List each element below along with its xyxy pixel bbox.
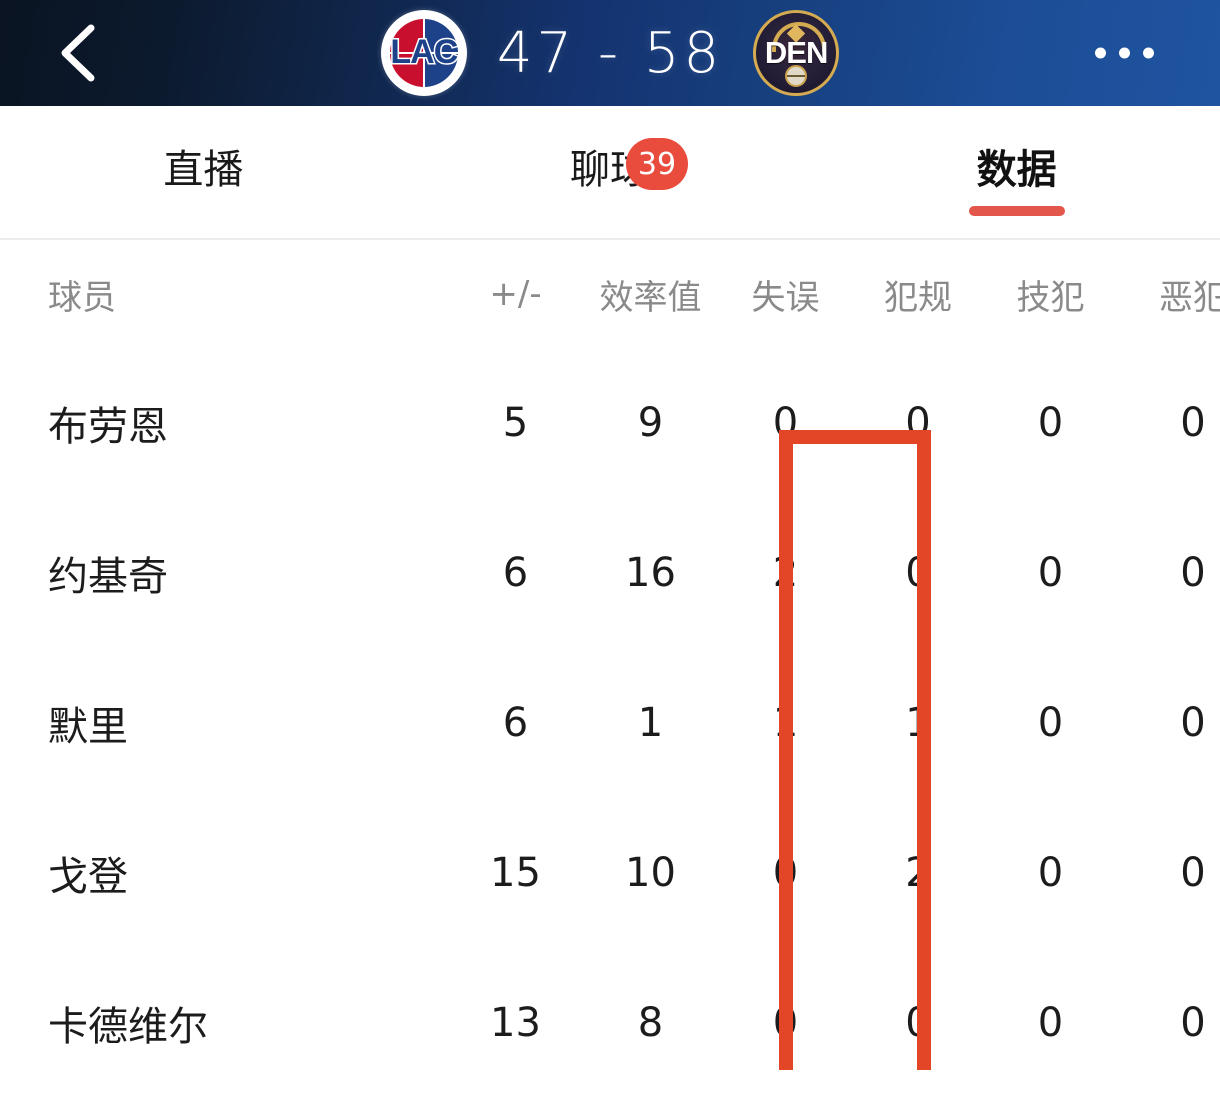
cell-player: 约基奇 <box>48 554 168 600</box>
cell-flagrant-fouls: 0 <box>1180 1000 1206 1046</box>
table-header-row: 球员 +/- 效率值 失误 犯规 技犯 恶犯 <box>0 240 1220 348</box>
cell-efficiency: 9 <box>637 400 664 446</box>
away-team-logo-den[interactable]: DEN <box>753 10 840 96</box>
header-technical-fouls[interactable]: 技犯 <box>1016 277 1085 318</box>
cell-technical-fouls: 0 <box>1037 1000 1064 1046</box>
back-button[interactable] <box>48 21 112 85</box>
cell-turnovers: 0 <box>772 1000 799 1046</box>
cell-plus-minus: 13 <box>490 1000 541 1046</box>
table-row[interactable]: 默里 6 1 1 1 0 0 <box>0 648 1220 798</box>
cell-efficiency: 1 <box>637 700 664 746</box>
cell-plus-minus: 6 <box>502 700 529 746</box>
cell-efficiency: 16 <box>625 550 676 596</box>
cell-technical-fouls: 0 <box>1037 700 1064 746</box>
cell-flagrant-fouls: 0 <box>1180 400 1206 446</box>
table-body: 布劳恩 5 9 0 0 0 0 约基奇 6 16 2 0 0 0 默里 6 1 <box>0 348 1220 1098</box>
table-header: 球员 +/- 效率值 失误 犯规 技犯 恶犯 <box>0 240 1220 348</box>
header-player[interactable]: 球员 <box>48 277 116 318</box>
cell-technical-fouls: 0 <box>1037 550 1064 596</box>
cell-plus-minus: 6 <box>502 550 529 596</box>
header-flagrant-fouls[interactable]: 恶犯 <box>1159 277 1220 318</box>
game-header: LAC 47 - 58 DEN <box>0 0 1220 106</box>
cell-flagrant-fouls: 0 <box>1180 700 1206 746</box>
cell-flagrant-fouls: 0 <box>1180 850 1206 896</box>
cell-turnovers: 0 <box>772 850 799 896</box>
cell-fouls: 0 <box>905 1000 931 1046</box>
tab-stats-label: 数据 <box>976 147 1057 193</box>
cell-fouls: 0 <box>905 400 931 446</box>
cell-turnovers: 1 <box>772 700 799 746</box>
chevron-left-icon <box>61 24 95 82</box>
cell-player: 默里 <box>48 704 128 750</box>
mini-basketball-graphic <box>785 65 808 87</box>
cell-technical-fouls: 0 <box>1037 850 1064 896</box>
cell-player: 卡德维尔 <box>48 1004 208 1050</box>
cell-technical-fouls: 0 <box>1037 400 1064 446</box>
tab-chat-badge: 39 <box>626 138 688 190</box>
player-stats-section: 球员 +/- 效率值 失误 犯规 技犯 恶犯 布劳恩 5 9 0 0 0 0 约… <box>0 240 1220 1098</box>
ellipsis-icon-dot-1 <box>1095 47 1106 59</box>
header-efficiency[interactable]: 效率值 <box>599 277 702 318</box>
cell-turnovers: 2 <box>772 550 799 596</box>
table-row[interactable]: 约基奇 6 16 2 0 0 0 <box>0 498 1220 648</box>
scoreboard: LAC 47 - 58 DEN <box>0 10 1220 96</box>
tab-divider <box>0 238 1220 240</box>
player-stats-table: 球员 +/- 效率值 失误 犯规 技犯 恶犯 布劳恩 5 9 0 0 0 0 约… <box>0 240 1220 1098</box>
tab-bar: 直播 聊球 39 数据 <box>0 106 1220 238</box>
cell-efficiency: 8 <box>637 1000 664 1046</box>
away-team-abbr: DEN <box>764 34 828 70</box>
cell-flagrant-fouls: 0 <box>1180 550 1206 596</box>
logo-ring <box>384 14 463 92</box>
table-row[interactable]: 戈登 15 10 0 2 0 0 <box>0 798 1220 948</box>
tab-live[interactable]: 直播 <box>0 106 407 238</box>
header-plus-minus[interactable]: +/- <box>489 274 542 314</box>
tab-live-label: 直播 <box>163 147 244 193</box>
header-fouls[interactable]: 犯规 <box>884 277 952 318</box>
cell-plus-minus: 5 <box>502 400 529 446</box>
tab-stats[interactable]: 数据 <box>813 106 1220 238</box>
table-row[interactable]: 布劳恩 5 9 0 0 0 0 <box>0 348 1220 498</box>
ellipsis-icon-dot-2 <box>1119 47 1130 59</box>
score-line: 47 - 58 <box>496 20 724 86</box>
cell-efficiency: 10 <box>625 850 676 896</box>
ellipsis-icon-dot-3 <box>1143 47 1154 59</box>
active-tab-underline <box>968 206 1065 216</box>
cell-fouls: 1 <box>905 700 931 746</box>
home-team-abbr: LAC <box>389 33 460 71</box>
cell-plus-minus: 15 <box>490 850 541 896</box>
cell-player: 戈登 <box>48 854 128 900</box>
tab-chat[interactable]: 聊球 39 <box>407 106 814 238</box>
home-team-logo-lac[interactable]: LAC <box>380 10 467 96</box>
cell-player: 布劳恩 <box>48 404 168 450</box>
cell-fouls: 0 <box>905 550 931 596</box>
header-turnovers[interactable]: 失误 <box>751 277 820 318</box>
more-options-button[interactable] <box>1087 34 1162 73</box>
cell-fouls: 2 <box>905 850 931 896</box>
table-row[interactable]: 卡德维尔 13 8 0 0 0 0 <box>0 948 1220 1098</box>
cell-turnovers: 0 <box>772 400 799 446</box>
